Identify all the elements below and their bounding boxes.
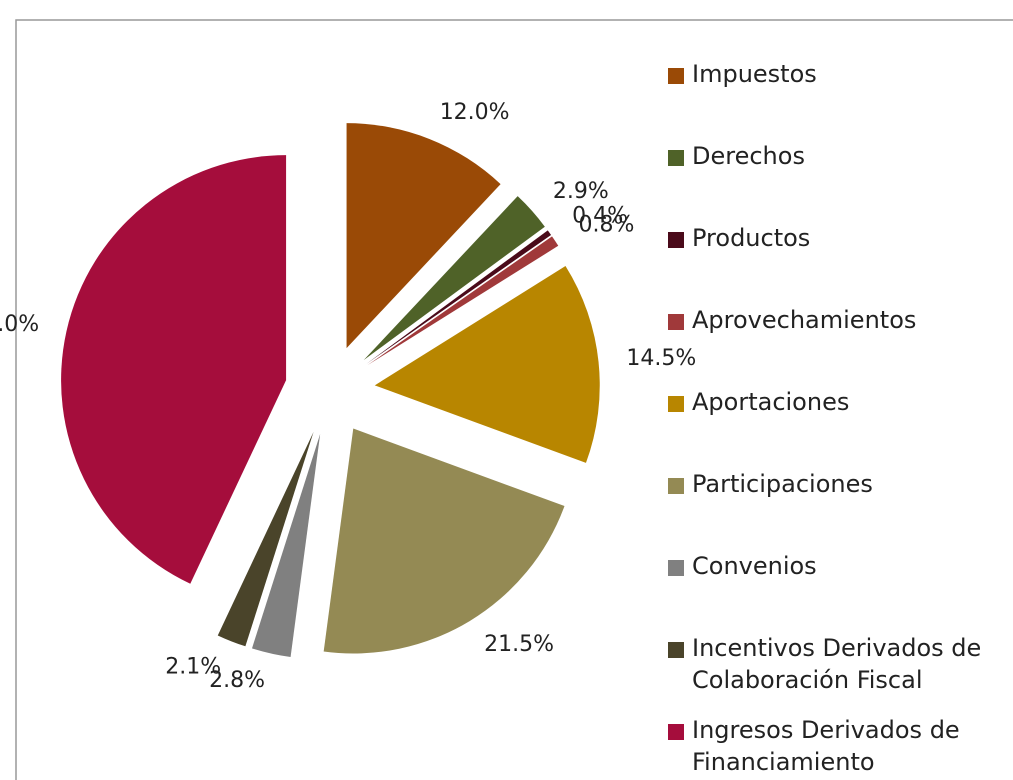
legend-item: Aprovechamientos — [668, 304, 1008, 386]
data-label: 2.1% — [165, 654, 221, 679]
pie-slice — [366, 230, 552, 364]
pie-slice — [346, 123, 501, 349]
pie-slice — [252, 433, 321, 657]
legend-label: Impuestos — [692, 60, 817, 88]
data-label: 43.0% — [0, 312, 39, 337]
legend-label: Aportaciones — [692, 388, 850, 416]
data-label: 2.9% — [553, 179, 609, 204]
pie-slice — [367, 236, 559, 366]
legend-item: Convenios — [668, 550, 1008, 632]
frame — [15, 19, 1013, 780]
data-label: 21.5% — [484, 632, 554, 657]
legend-label: Incentivos Derivados de Colaboración Fis… — [692, 634, 982, 694]
legend-item: Aportaciones — [668, 386, 1008, 468]
legend-label: Participaciones — [692, 470, 873, 498]
legend-swatch — [668, 232, 684, 248]
pie-slice — [61, 155, 287, 584]
legend-item: Incentivos Derivados de Colaboración Fis… — [668, 632, 1008, 714]
data-label: 0.4% — [572, 203, 628, 228]
legend-swatch — [668, 314, 684, 330]
legend-swatch — [668, 724, 684, 740]
pie-slice — [374, 265, 600, 463]
pie-slice — [323, 428, 565, 654]
legend-label: Productos — [692, 224, 811, 252]
legend-item: Derechos — [668, 140, 1008, 222]
data-label: 12.0% — [440, 100, 510, 125]
legend-swatch — [668, 150, 684, 166]
legend-label: Derechos — [692, 142, 805, 170]
legend-label: Aprovechamientos — [692, 306, 917, 334]
legend-item: Ingresos Derivados de Financiamiento — [668, 714, 1008, 780]
legend-label: Ingresos Derivados de Financiamiento — [692, 716, 960, 776]
legend-swatch — [668, 642, 684, 658]
data-label: 0.8% — [579, 213, 635, 238]
data-label: 2.8% — [209, 668, 265, 693]
legend-swatch — [668, 68, 684, 84]
legend: Impuestos Derechos Productos Aprovechamient… — [668, 58, 1008, 780]
legend-item: Impuestos — [668, 58, 1008, 140]
legend-item: Productos — [668, 222, 1008, 304]
legend-swatch — [668, 560, 684, 576]
legend-label: Convenios — [692, 552, 817, 580]
pie-slice — [217, 431, 314, 647]
pie-slice — [363, 196, 545, 361]
legend-item: Participaciones — [668, 468, 1008, 550]
legend-swatch — [668, 478, 684, 494]
data-label: 14.5% — [626, 346, 696, 371]
legend-swatch — [668, 396, 684, 412]
